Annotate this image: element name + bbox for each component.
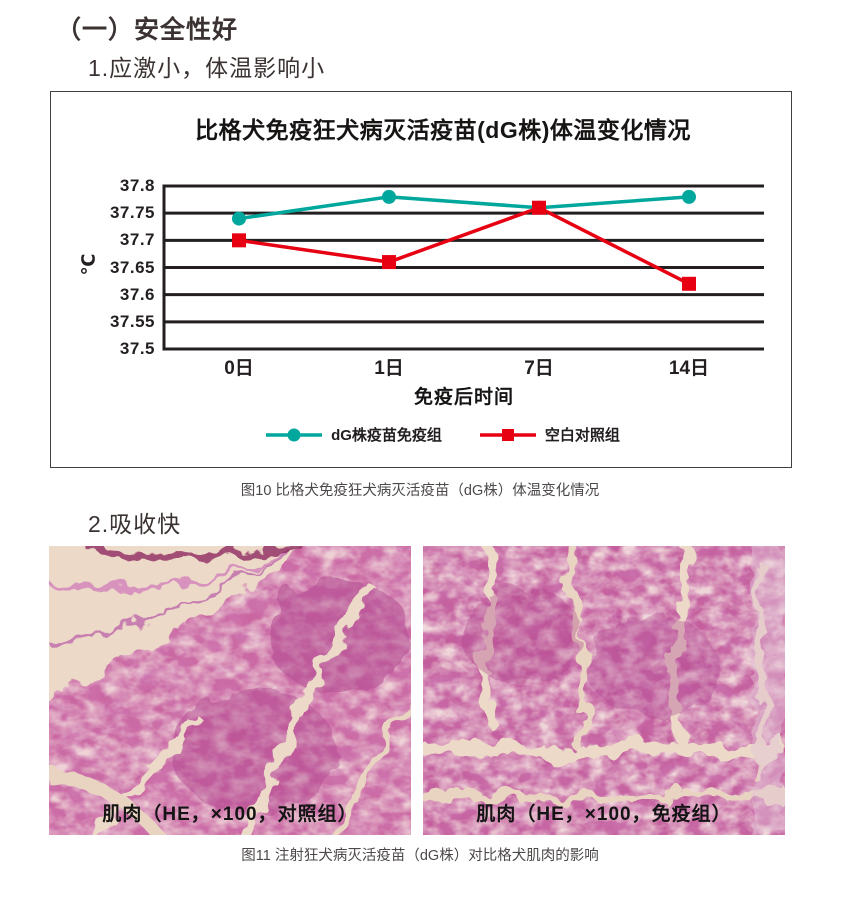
- data-point-square: [532, 200, 546, 215]
- figure11-caption: 图11 注射狂犬病灭活疫苗（dG株）对比格犬肌肉的影响: [241, 848, 599, 864]
- series-line-1: [237, 205, 691, 286]
- y-tick-label: 37.5: [119, 339, 155, 358]
- y-tick-label: 37.6: [119, 284, 155, 304]
- x-tick-label: 0日: [224, 358, 254, 379]
- y-tick-label: 37.65: [109, 257, 155, 277]
- section-heading: （一）安全性好: [56, 16, 239, 44]
- y-tick-label: 37.7: [119, 230, 155, 250]
- subheading-absorption: 2.吸收快: [88, 511, 182, 537]
- histology-label-control: 肌肉（HE，×100，对照组）: [102, 804, 358, 825]
- figure10-caption: 图10 比格犬免疫狂犬病灭活疫苗（dG株）体温变化情况: [240, 483, 600, 499]
- x-tick-label: 1日: [374, 358, 404, 379]
- data-point-square: [232, 233, 246, 248]
- series-line-0: [237, 195, 691, 221]
- chart-title: 比格犬免疫狂犬病灭活疫苗(dG株)体温变化情况: [195, 117, 691, 143]
- chart-legend: dG株疫苗免疫组 空白对照组: [73, 424, 813, 445]
- x-tick-label: 7日: [524, 358, 554, 379]
- histology-image-immunized: 肌肉（HE，×100，免疫组）: [423, 546, 785, 835]
- temperature-chart-panel: 比格犬免疫狂犬病灭活疫苗(dG株)体温变化情况 ℃ 免疫后时间 dG株疫苗免疫组…: [50, 91, 792, 468]
- y-tick-label: 37.55: [109, 311, 155, 331]
- data-point-circle: [232, 211, 246, 226]
- histology-image-control: 肌肉（HE，×100，对照组）: [49, 546, 411, 835]
- legend-item: dG株疫苗免疫组: [266, 424, 442, 445]
- histology-label-immunized: 肌肉（HE，×100，免疫组）: [476, 804, 732, 825]
- legend-swatch-circle-icon: [266, 428, 323, 441]
- subheading-stress: 1.应激小，体温影响小: [88, 55, 326, 81]
- legend-item: 空白对照组: [479, 424, 620, 445]
- legend-swatch-square-icon: [479, 428, 536, 441]
- data-point-square: [382, 255, 396, 270]
- data-point-circle: [382, 189, 396, 204]
- muscle-tissue-art-control: [49, 546, 411, 835]
- x-axis-label: 免疫后时间: [413, 387, 514, 408]
- legend-label: 空白对照组: [544, 427, 620, 444]
- y-tick-label: 37.75: [109, 203, 155, 223]
- muscle-tissue-art-immunized: [423, 546, 785, 835]
- legend-label: dG株疫苗免疫组: [331, 427, 442, 444]
- data-point-square: [682, 276, 696, 291]
- x-tick-label: 14日: [668, 358, 710, 379]
- y-tick-label: 37.8: [119, 176, 155, 195]
- line-chart-canvas: [162, 184, 764, 351]
- data-point-circle: [682, 189, 696, 204]
